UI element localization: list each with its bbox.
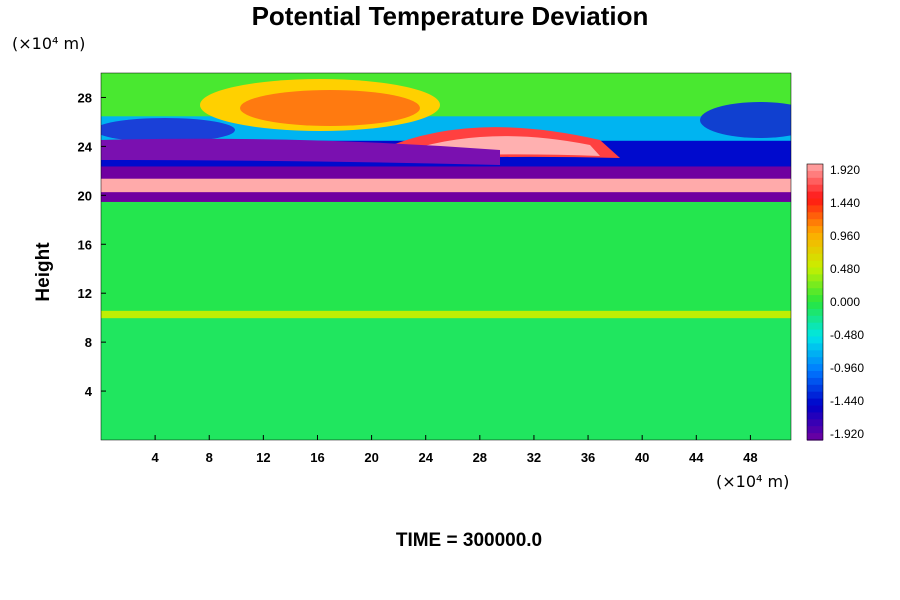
colorbar-segment (807, 246, 823, 255)
y-tick-label: 8 (85, 335, 92, 350)
colorbar-segment (807, 364, 823, 372)
y-tick-label: 20 (78, 188, 92, 203)
y-tick-label: 24 (78, 139, 93, 154)
field-layer-4 (101, 178, 791, 193)
x-tick-label: 48 (743, 450, 757, 465)
colorbar-segment (807, 322, 823, 331)
field-layer-5 (101, 165, 791, 179)
x-tick-label: 4 (152, 450, 160, 465)
colorbar-segment (807, 177, 823, 186)
x-tick-label: 36 (581, 450, 595, 465)
colorbar-segment (807, 419, 823, 427)
colorbar-segment (807, 398, 823, 407)
colorbar-segment (807, 274, 823, 282)
y-tick-label: 16 (78, 237, 92, 252)
colorbar-segment (807, 253, 823, 262)
cold-anomaly-right (700, 102, 791, 138)
colorbar-segment (807, 212, 823, 220)
colorbar-segment (807, 233, 823, 241)
colorbar-segment (807, 184, 823, 193)
field-layer-3 (101, 191, 791, 202)
colorbar-tick-label: -1.440 (830, 394, 864, 408)
cold-layer-upper (101, 138, 500, 165)
colorbar-segment (807, 315, 823, 324)
y-tick-label: 12 (78, 286, 92, 301)
colorbar-segment (807, 343, 823, 351)
colorbar-segment (807, 391, 823, 400)
colorbar-tick-label: -1.920 (830, 427, 864, 441)
colorbar-segment (807, 288, 823, 296)
colorbar-frame (806, 163, 824, 441)
y-tick-label: 4 (85, 384, 93, 399)
chart-title: Potential Temperature Deviation (251, 1, 649, 31)
colorbar-segment (807, 350, 823, 358)
x-tick-label: 40 (635, 450, 649, 465)
colorbar-segment (807, 260, 823, 269)
colorbar-segment (807, 412, 823, 420)
x-tick-label: 24 (418, 450, 433, 465)
colorbar-segment (807, 205, 823, 213)
colorbar-segment (807, 405, 823, 413)
x-tick-label: 20 (364, 450, 378, 465)
field-layer-2 (101, 201, 791, 311)
colorbar-segment (807, 426, 823, 434)
field-layer-1 (101, 310, 791, 319)
colorbar-segment (807, 191, 823, 200)
colorbar-tick-label: -0.960 (830, 361, 864, 375)
colorbar-segment (807, 329, 823, 338)
x-tick-label: 44 (689, 450, 704, 465)
colorbar-segment (807, 226, 823, 234)
y-tick-label: 28 (78, 90, 92, 105)
colorbar-segment (807, 170, 823, 179)
colorbar-segment (807, 336, 823, 344)
colorbar-segment (807, 295, 823, 303)
warm-anomaly-core (240, 90, 420, 126)
colorbar-segment (807, 267, 823, 275)
colorbar-segment (807, 164, 823, 172)
colorbar-segment (807, 433, 823, 441)
colorbar-segment (807, 219, 823, 227)
colorbar-tick-label: 0.960 (830, 229, 860, 243)
y-unit-label: (×10⁴ m) (12, 34, 86, 53)
colorbar-segment (807, 302, 823, 310)
colorbar-tick-label: 1.920 (830, 163, 860, 177)
colorbar-segment (807, 371, 823, 379)
colorbar-segment (807, 239, 823, 248)
x-tick-label: 16 (310, 450, 324, 465)
x-tick-label: 8 (206, 450, 213, 465)
field-layer-0 (101, 317, 791, 440)
colorbar-segment (807, 198, 823, 206)
x-tick-label: 28 (473, 450, 487, 465)
colorbar-tick-label: 0.480 (830, 262, 860, 276)
colorbar-tick-label: 1.440 (830, 196, 860, 210)
colorbar-segment (807, 281, 823, 289)
colorbar-segment (807, 384, 823, 393)
colorbar-tick-label: 0.000 (830, 295, 860, 309)
colorbar-segment (807, 377, 823, 386)
cold-anomaly-left (101, 118, 235, 142)
colorbar-segment (807, 308, 823, 317)
time-label: TIME = 300000.0 (395, 530, 543, 551)
colorbar-segment (807, 357, 823, 365)
x-tick-label: 12 (256, 450, 270, 465)
colorbar-tick-label: -0.480 (830, 328, 864, 342)
x-tick-label: 32 (527, 450, 541, 465)
x-unit-label: (×10⁴ m) (716, 472, 790, 491)
